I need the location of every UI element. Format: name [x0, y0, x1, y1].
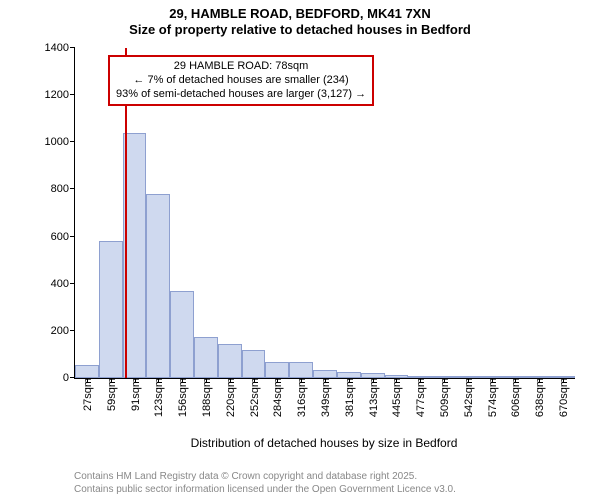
x-tick-label: 59sqm	[104, 378, 118, 411]
y-tick-mark	[70, 283, 75, 284]
histogram-bar	[289, 362, 313, 379]
x-tick-label: 156sqm	[175, 378, 189, 417]
x-tick-label: 123sqm	[151, 378, 165, 417]
annotation-line-3: 93% of semi-detached houses are larger (…	[116, 88, 366, 102]
x-tick-label: 413sqm	[366, 378, 380, 417]
histogram-bar	[99, 241, 123, 378]
histogram-bar	[194, 337, 218, 378]
x-tick-label: 316sqm	[294, 378, 308, 417]
x-tick-label: 606sqm	[508, 378, 522, 417]
x-tick-label: 509sqm	[437, 378, 451, 417]
y-tick-mark	[70, 141, 75, 142]
histogram-bar	[242, 350, 266, 378]
footer-line-2: Contains public sector information licen…	[74, 483, 456, 496]
x-tick-label: 574sqm	[485, 378, 499, 417]
x-tick-label: 477sqm	[413, 378, 427, 417]
x-tick-label: 638sqm	[532, 378, 546, 417]
y-tick-label: 1400	[45, 42, 75, 54]
footer-attribution: Contains HM Land Registry data © Crown c…	[74, 470, 456, 496]
x-tick-label: 670sqm	[556, 378, 570, 417]
footer-line-1: Contains HM Land Registry data © Crown c…	[74, 470, 456, 483]
y-tick-label: 800	[51, 183, 75, 195]
histogram-bar	[313, 370, 337, 378]
x-tick-label: 284sqm	[270, 378, 284, 417]
annotation-box: 29 HAMBLE ROAD: 78sqm ← 7% of detached h…	[108, 55, 374, 106]
x-tick-label: 220sqm	[223, 378, 237, 417]
y-tick-label: 0	[63, 372, 75, 384]
x-tick-label: 252sqm	[247, 378, 261, 417]
y-tick-label: 400	[51, 278, 75, 290]
y-tick-label: 600	[51, 231, 75, 243]
y-tick-mark	[70, 330, 75, 331]
x-tick-label: 542sqm	[461, 378, 475, 417]
x-tick-label: 445sqm	[389, 378, 403, 417]
y-tick-mark	[70, 94, 75, 95]
x-tick-label: 27sqm	[80, 378, 94, 411]
title-line-2: Size of property relative to detached ho…	[0, 22, 600, 38]
chart-title: 29, HAMBLE ROAD, BEDFORD, MK41 7XN Size …	[0, 0, 600, 39]
histogram-bar	[218, 344, 242, 378]
histogram-bar	[170, 291, 194, 378]
title-line-1: 29, HAMBLE ROAD, BEDFORD, MK41 7XN	[0, 6, 600, 22]
y-tick-mark	[70, 236, 75, 237]
x-tick-label: 381sqm	[342, 378, 356, 417]
y-tick-label: 200	[51, 325, 75, 337]
x-tick-label: 91sqm	[128, 378, 142, 411]
histogram-bar	[75, 365, 99, 378]
y-tick-label: 1000	[45, 136, 75, 148]
y-tick-label: 1200	[45, 89, 75, 101]
histogram-bar	[146, 194, 170, 378]
annotation-line-2: ← 7% of detached houses are smaller (234…	[116, 74, 366, 88]
histogram-bar	[265, 362, 289, 379]
annotation-line-1: 29 HAMBLE ROAD: 78sqm	[116, 60, 366, 74]
y-tick-mark	[70, 188, 75, 189]
y-tick-mark	[70, 47, 75, 48]
x-axis-label: Distribution of detached houses by size …	[74, 436, 574, 450]
x-tick-label: 349sqm	[318, 378, 332, 417]
x-tick-label: 188sqm	[199, 378, 213, 417]
